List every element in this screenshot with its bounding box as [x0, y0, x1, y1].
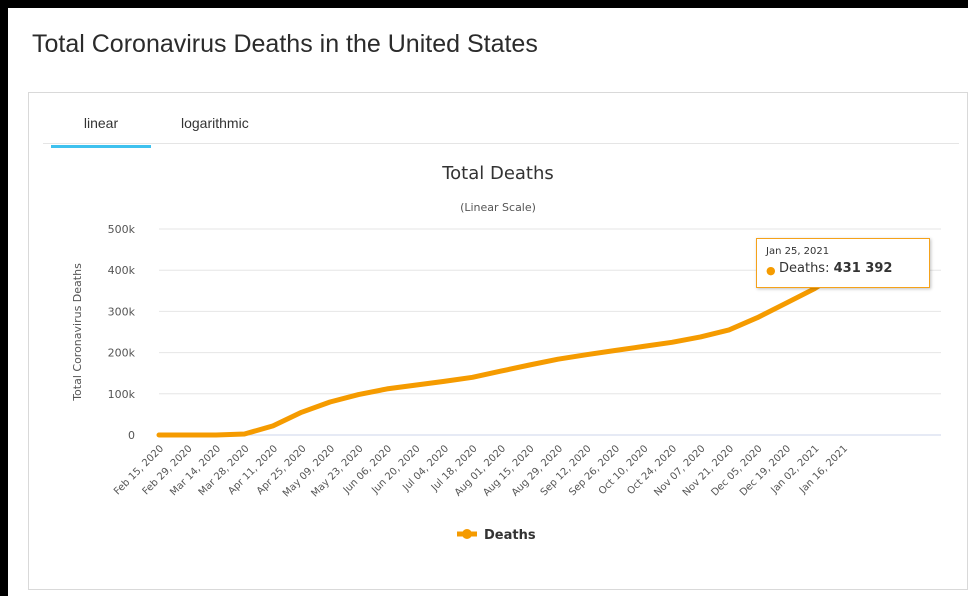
y-tick-label: 0	[128, 429, 135, 442]
x-tick-label: Dec 19, 2020	[738, 443, 793, 498]
y-tick-label: 200k	[108, 347, 136, 360]
chart-card: linear logarithmic Total Deaths (Linear S…	[28, 92, 968, 590]
page-title: Total Coronavirus Deaths in the United S…	[32, 30, 538, 58]
y-tick-label: 400k	[108, 264, 136, 277]
y-tick-label: 300k	[108, 305, 136, 318]
legend-marker	[462, 529, 472, 539]
x-tick-label: Sep 12, 2020	[539, 443, 594, 498]
tooltip-series-dot: ●	[766, 264, 776, 277]
chart-title: Total Deaths	[441, 163, 554, 184]
series-line-deaths	[156, 254, 864, 438]
x-tick-label: Dec 05, 2020	[709, 443, 764, 498]
y-axis-label: Total Coronavirus Deaths	[71, 263, 84, 402]
tooltip-date: Jan 25, 2021	[766, 246, 830, 257]
x-tick-label: Sep 26, 2020	[567, 443, 622, 498]
y-tick-label: 500k	[108, 223, 136, 236]
tooltip-label: Deaths: 431 392	[779, 261, 893, 276]
chart-svg: Total Deaths (Linear Scale) 0 100k 200k 300k 4…	[71, 163, 941, 543]
data-tooltip: Jan 25, 2021 ● Deaths: 431 392	[756, 238, 930, 288]
tab-divider	[43, 143, 959, 144]
page-frame: Total Coronavirus Deaths in the United S…	[8, 8, 968, 596]
legend-label-deaths: Deaths	[484, 528, 536, 543]
tooltip-value: 431 392	[833, 261, 893, 276]
x-tick-label: Feb 15, 2020	[112, 443, 166, 497]
tooltip-series-name: Deaths	[779, 261, 826, 276]
tab-linear[interactable]: linear	[51, 115, 151, 148]
tab-logarithmic[interactable]: logarithmic	[181, 115, 249, 131]
x-tick-label: Feb 29, 2020	[141, 443, 195, 497]
chart-subtitle: (Linear Scale)	[460, 201, 536, 214]
x-tick-label: Mar 28, 2020	[197, 443, 252, 498]
x-tick-label: Mar 14, 2020	[168, 443, 223, 498]
y-tick-label: 100k	[108, 388, 136, 401]
